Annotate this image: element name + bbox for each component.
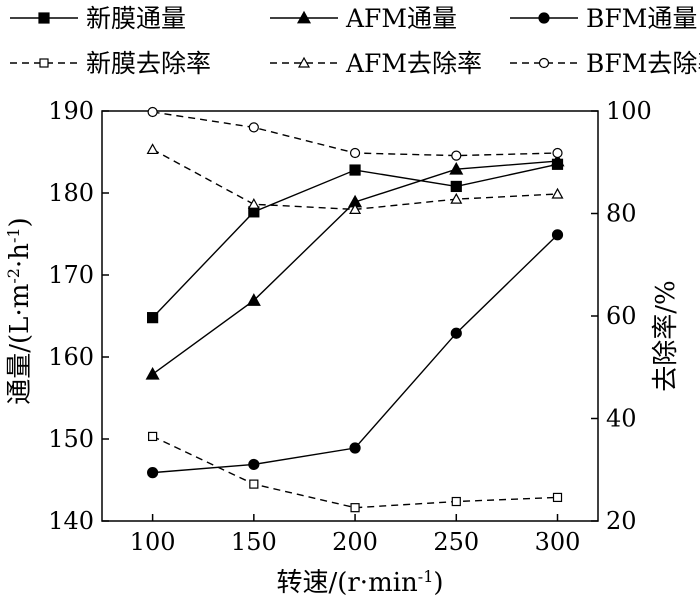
y-right-tick-label: 100 — [606, 97, 652, 125]
x-tick-label: 100 — [130, 528, 176, 556]
x-tick-label: 150 — [231, 528, 277, 556]
legend-swatch-marker — [538, 57, 550, 69]
series-1-line — [152, 160, 558, 375]
legend-swatch-marker — [38, 12, 50, 24]
x-tick-label: 300 — [535, 528, 581, 556]
series-4-point — [146, 143, 159, 155]
series-5-point — [349, 147, 361, 159]
y-left-tick-label: 190 — [48, 97, 94, 125]
series-0-point — [450, 180, 462, 193]
series-2-point — [248, 458, 260, 471]
series-2-point — [147, 467, 159, 479]
series-1-point — [145, 366, 160, 380]
axis-ticks: 100 150 200 250 300 140 150 160 170 180 190 20 40 60 8… — [48, 97, 652, 556]
series-3-point — [451, 496, 461, 507]
y-right-tick-label: 60 — [606, 302, 637, 330]
series-group — [145, 106, 565, 513]
y-left-tick-label: 170 — [48, 261, 94, 289]
legend-swatch-marker — [39, 58, 49, 68]
legend-label: 新膜通量 — [86, 4, 186, 33]
legend-label: AFM去除率 — [345, 49, 482, 78]
y-left-tick-label: 180 — [48, 179, 94, 207]
legend-label: BFM去除率 — [586, 49, 700, 78]
series-2-point — [349, 442, 361, 454]
legend-label: BFM通量 — [586, 4, 697, 33]
y-axis-right-title: 去除率/% — [651, 280, 681, 391]
series-2-line — [152, 234, 558, 474]
series-5-point — [451, 150, 462, 161]
series-0-point — [349, 164, 361, 176]
series-4-point — [349, 203, 362, 214]
series-4-point — [247, 198, 260, 209]
y-left-tick-label: 140 — [48, 507, 94, 535]
x-tick-label: 200 — [332, 528, 378, 556]
y-left-tick-label: 150 — [48, 425, 94, 453]
series-1-point — [550, 153, 565, 167]
series-4-point — [450, 192, 463, 204]
series-3-point — [148, 431, 158, 442]
legend-swatch-marker — [538, 12, 550, 24]
legend-label: 新膜去除率 — [86, 49, 211, 78]
legend-swatch-marker — [296, 10, 312, 24]
series-1-point — [449, 161, 464, 175]
x-tick-label: 250 — [433, 528, 479, 556]
y-axis-left-title: 通量/(L·m-2·h-1) — [4, 217, 35, 404]
series-5-point — [147, 106, 158, 118]
series-2-point — [551, 229, 564, 241]
series-1-point — [246, 293, 261, 306]
legend-label: AFM通量 — [345, 4, 457, 33]
series-4-point — [551, 187, 564, 199]
series-3-line — [152, 435, 558, 509]
series-5-point — [552, 147, 563, 159]
series-3-point — [552, 492, 563, 503]
y-right-tick-label: 20 — [606, 507, 637, 535]
y-left-tick-label: 160 — [48, 343, 94, 371]
series-2-point — [450, 327, 462, 339]
y-right-tick-label: 40 — [606, 405, 637, 433]
series-5-point — [248, 122, 259, 133]
legend-swatch-marker — [297, 56, 311, 68]
series-0-point — [147, 312, 159, 324]
series-3-point — [350, 503, 360, 513]
y-right-tick-label: 80 — [606, 200, 637, 228]
x-axis-title: 转速/(r·min-1) — [276, 567, 443, 598]
series-3-point — [249, 479, 259, 489]
